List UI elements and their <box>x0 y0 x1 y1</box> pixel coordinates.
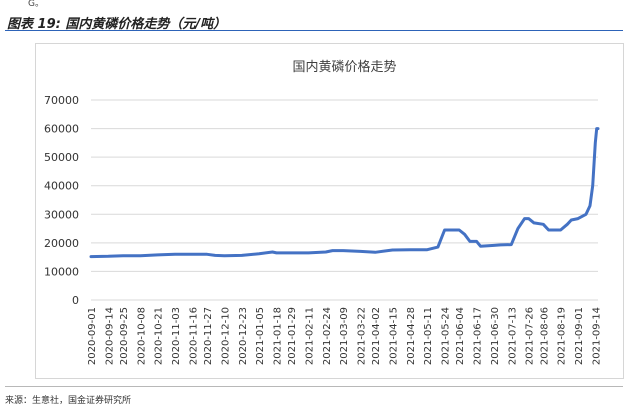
y-tick-label: 70000 <box>44 94 79 107</box>
x-tick-label: 2020-10-21 <box>154 307 165 365</box>
chart-container: 国内黄磷价格走势 0 10000 20000 30000 40000 50000 60000 7… <box>35 43 624 379</box>
x-tick-label: 2021-07-13 <box>507 307 518 365</box>
x-tick-label: 2020-09-25 <box>119 307 130 365</box>
x-tick-label: 2021-08-19 <box>557 307 568 365</box>
x-tick-label: 2021-08-06 <box>539 307 550 365</box>
y-tick-label: 20000 <box>44 237 79 250</box>
source-divider <box>5 386 623 387</box>
x-tick-label: 2021-01-18 <box>272 307 283 365</box>
y-tick-label: 40000 <box>44 180 79 193</box>
chart-title: 国内黄磷价格走势 <box>292 59 396 75</box>
x-tick-label: 2021-07-26 <box>525 307 536 365</box>
figure-caption-bar: 图表 19: 国内黄磷价格走势（元/吨） <box>5 12 623 32</box>
x-tick-label: 2020-12-23 <box>238 307 249 365</box>
x-tick-label: 2020-12-10 <box>220 307 231 365</box>
x-tick-label: 2021-01-05 <box>255 307 266 365</box>
x-tick-label: 2021-04-28 <box>406 307 417 365</box>
x-tick-label: 2021-04-15 <box>389 307 400 365</box>
y-tick-label: 0 <box>72 294 79 307</box>
y-tick-label: 30000 <box>44 208 79 221</box>
x-tick-label: 2021-09-01 <box>574 307 585 365</box>
x-tick-label: 2020-11-27 <box>203 307 214 365</box>
y-tick-label: 10000 <box>44 265 79 278</box>
x-tick-label: 2020-11-16 <box>188 307 199 365</box>
line-chart: 国内黄磷价格走势 0 10000 20000 30000 40000 50000 60000 7… <box>44 59 602 365</box>
x-tick-label: 2021-06-04 <box>455 307 466 365</box>
x-tick-label: 2021-04-02 <box>371 307 382 365</box>
x-tick-label: 2021-09-14 <box>591 307 602 365</box>
x-tick-label: 2021-02-24 <box>322 307 333 365</box>
x-tick-label: 2021-06-30 <box>490 307 501 365</box>
source-note: 来源：生意社，国金证券研究所 <box>5 396 132 406</box>
y-tick-label: 50000 <box>44 151 79 164</box>
x-tick-label: 2021-01-29 <box>287 307 298 365</box>
x-tick-label: 2020-09-01 <box>87 307 98 365</box>
x-tick-label: 2020-10-08 <box>136 307 147 365</box>
x-tick-label: 2020-09-14 <box>104 307 115 365</box>
x-tick-label: 2020-11-03 <box>171 307 182 365</box>
figure-caption: 图表 19: 国内黄磷价格走势（元/吨） <box>7 17 227 32</box>
x-tick-label: 2021-03-09 <box>339 307 350 365</box>
x-tick-label: 2021-06-17 <box>473 307 484 365</box>
top-text-fragment: G。 <box>28 0 44 9</box>
x-tick-label: 2021-02-11 <box>304 307 315 365</box>
x-tick-label: 2021-05-11 <box>423 307 434 365</box>
y-tick-label: 60000 <box>44 123 79 136</box>
x-tick-label: 2021-03-22 <box>357 307 368 365</box>
series-line <box>89 127 600 259</box>
x-tick-label: 2021-05-24 <box>441 307 452 365</box>
